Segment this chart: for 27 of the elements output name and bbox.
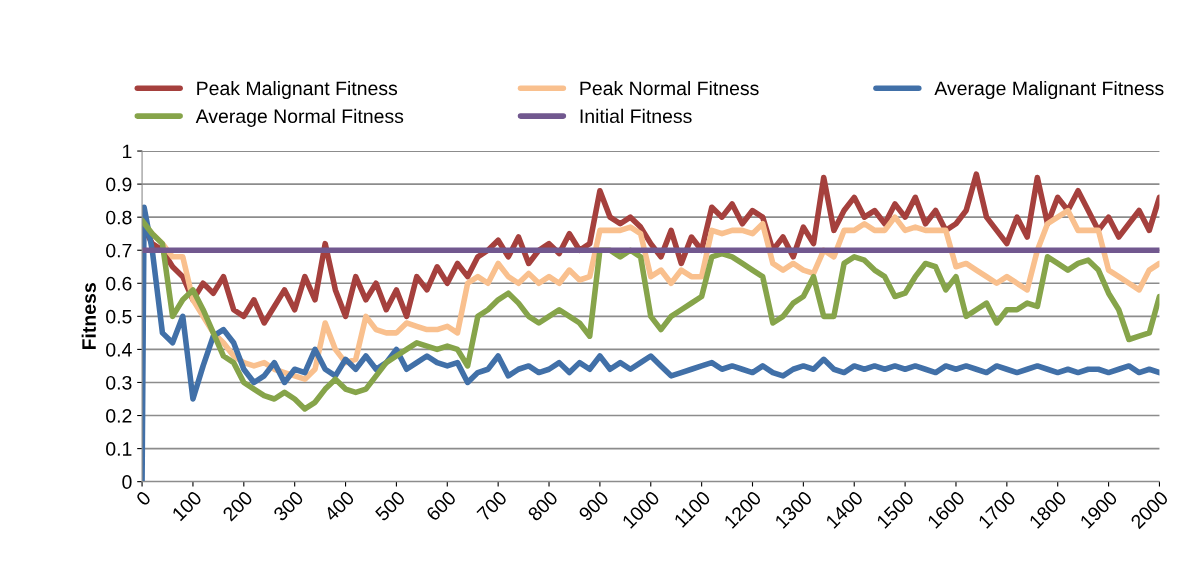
y-tick-label: 0.4 <box>106 342 132 357</box>
x-tick-label: 0 <box>135 490 152 507</box>
x-tick-label: 200 <box>221 490 254 522</box>
x-tick-label: 100 <box>171 490 203 522</box>
y-tick-label: 1 <box>123 144 132 159</box>
legend-label: Average Malignant Fitness <box>934 80 1164 100</box>
y-tick-label: 0.9 <box>106 177 132 192</box>
y-tick-label: 0.5 <box>106 309 132 324</box>
y-tick-label: 0 <box>122 475 132 489</box>
x-tick-label: 600 <box>425 490 457 522</box>
legend-label: Average Normal Fitness <box>195 108 404 127</box>
y-tick-label: 0.1 <box>106 442 132 456</box>
y-tick-label: 0.2 <box>106 409 132 423</box>
x-tick-label: 900 <box>577 490 610 522</box>
y-tick-label: 0.3 <box>106 375 132 390</box>
x-tick-label: 800 <box>527 490 559 522</box>
y-tick-label: 0.7 <box>106 243 132 258</box>
y-axis-title: Fitness <box>81 283 96 350</box>
y-tick-label: 0.6 <box>106 276 132 291</box>
x-tick-label: 300 <box>272 490 305 522</box>
x-tick-label: 400 <box>323 490 356 523</box>
x-tick-label: 700 <box>476 490 508 522</box>
x-tick-label: 500 <box>374 490 406 522</box>
legend-label: Peak Normal Fitness <box>580 80 759 96</box>
legend-label: Peak Malignant Fitness <box>197 80 398 100</box>
legend-label: Initial Fitness <box>580 108 692 124</box>
y-tick-label: 0.8 <box>106 210 132 225</box>
